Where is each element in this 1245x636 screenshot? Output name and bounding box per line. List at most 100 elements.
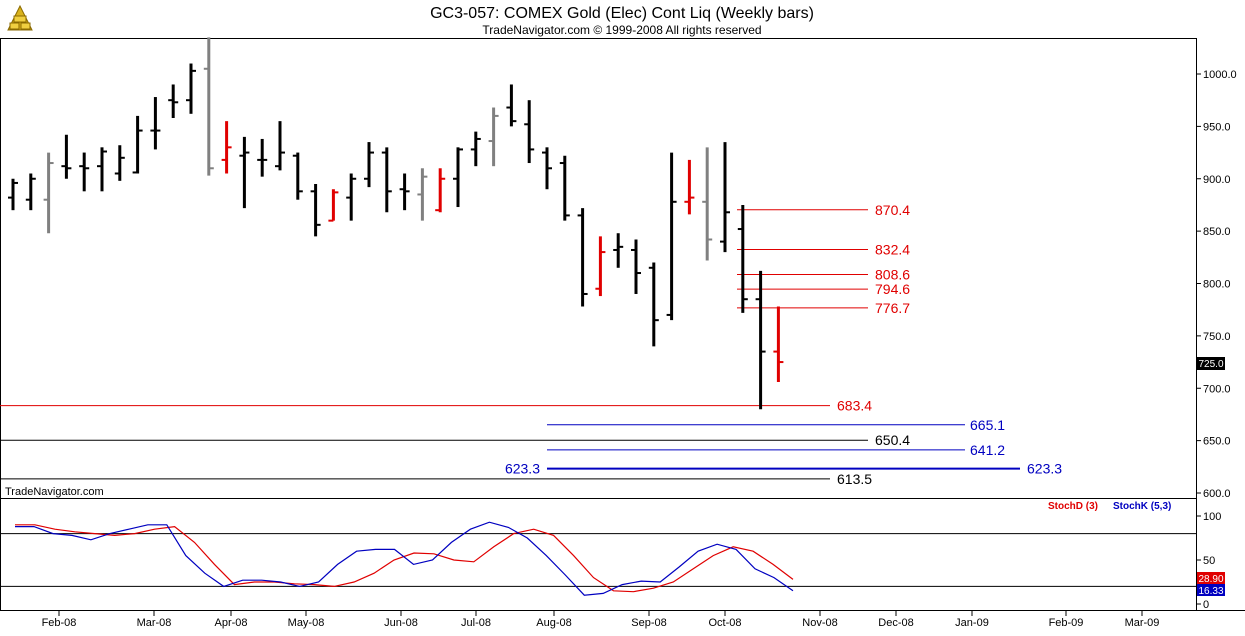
level-label: 650.4 xyxy=(875,432,910,448)
ohlc-bar xyxy=(720,142,730,253)
stoch-tick-label: 100 xyxy=(1203,511,1221,523)
ohlc-bar xyxy=(25,173,36,211)
stoch-lines xyxy=(15,521,794,596)
ohlc-bar xyxy=(417,168,428,221)
stochd-line xyxy=(15,524,794,593)
ohlc-bar xyxy=(275,121,285,171)
ohlc-bar xyxy=(346,173,357,221)
date-tick-label: Dec-08 xyxy=(878,617,913,629)
price-tick-label: 650.0 xyxy=(1203,436,1231,448)
ohlc-bar xyxy=(292,152,303,200)
ohlc-bar xyxy=(506,84,517,127)
ohlc-bar xyxy=(203,37,214,176)
stoch-tick-label: 0 xyxy=(1203,599,1209,611)
date-tick-label: Oct-08 xyxy=(708,617,741,629)
price-panel-frame xyxy=(0,38,1197,499)
level-label: 623.3 xyxy=(505,461,540,477)
level-label: 832.4 xyxy=(875,242,910,258)
ohlc-bar xyxy=(399,173,410,211)
price-tick-label: 600.0 xyxy=(1203,488,1231,500)
level-label: 683.4 xyxy=(837,398,872,414)
chart-subtitle: TradeNavigator.com © 1999-2008 All right… xyxy=(482,23,761,37)
legend-stochd: StochD (3) xyxy=(1048,501,1098,512)
ohlc-bar xyxy=(488,107,499,167)
ohlc-bar xyxy=(577,208,588,307)
ohlc-bar xyxy=(684,159,695,215)
price-tick-label: 800.0 xyxy=(1203,279,1231,291)
ohlc-bar xyxy=(631,239,641,294)
ohlc-bar xyxy=(773,306,784,382)
ohlc-bar xyxy=(8,178,18,211)
ohlc-bar xyxy=(381,147,392,213)
level-label: 613.5 xyxy=(837,471,872,487)
ohlc-bar xyxy=(61,134,72,179)
stochk-value: 16.33 xyxy=(1198,586,1223,597)
price-axis-ticks: 1000.0 950.0 900.0 850.0 800.0 750.0 700.0 650.… xyxy=(1196,69,1237,500)
price-tick-label: 950.0 xyxy=(1203,121,1231,133)
level-label: 641.2 xyxy=(970,442,1005,458)
last-price-label: 725.0 xyxy=(1198,359,1223,370)
ohlc-bar xyxy=(310,183,321,237)
date-tick-label: Jan-09 xyxy=(955,617,989,629)
level-label: 665.1 xyxy=(970,417,1005,433)
date-tick-label: Mar-08 xyxy=(137,617,172,629)
price-tick-label: 750.0 xyxy=(1203,331,1231,343)
watermark-label: TradeNavigator.com xyxy=(5,486,104,498)
chart-title: GC3-057: COMEX Gold (Elec) Cont Liq (Wee… xyxy=(430,5,814,22)
last-price-tag xyxy=(1197,357,1225,370)
level-label-right: 623.3 xyxy=(1027,461,1062,477)
ohlc-bar xyxy=(97,147,107,192)
level-label: 870.4 xyxy=(875,202,910,218)
ohlc-bar xyxy=(435,168,446,213)
ohlc-bar xyxy=(524,100,535,164)
ohlc-bar xyxy=(737,204,748,313)
ohlc-bar xyxy=(559,155,570,221)
date-tick-label: Jun-08 xyxy=(384,617,418,629)
price-tick-label: 1000.0 xyxy=(1203,69,1237,81)
price-bars xyxy=(8,37,784,410)
price-tick-label: 900.0 xyxy=(1203,174,1231,186)
ohlc-bar xyxy=(755,270,766,410)
ohlc-bar xyxy=(239,136,250,209)
stochk-value-tag xyxy=(1197,584,1225,596)
ohlc-bar xyxy=(150,97,161,150)
ohlc-bar xyxy=(666,152,677,321)
level-label: 794.6 xyxy=(875,281,910,297)
level-label: 808.6 xyxy=(875,266,910,282)
date-tick-label: Nov-08 xyxy=(802,617,837,629)
stoch-tick-label: 50 xyxy=(1203,555,1215,567)
ohlc-bar xyxy=(79,152,90,192)
date-tick-label: Aug-08 xyxy=(536,617,571,629)
ohlc-bar xyxy=(221,121,232,174)
ohlc-bar xyxy=(364,142,374,188)
ohlc-bar xyxy=(595,236,606,297)
date-tick-label: Feb-08 xyxy=(42,617,77,629)
ohlc-bar xyxy=(168,84,179,118)
date-tick-label: Mar-09 xyxy=(1125,617,1160,629)
date-tick-label: May-08 xyxy=(288,617,325,629)
date-tick-label: Jul-08 xyxy=(461,617,491,629)
stochd-value: 28.90 xyxy=(1198,574,1223,585)
level-label: 776.7 xyxy=(875,300,910,316)
stoch-axis-ticks: 100 50 0 xyxy=(0,511,1221,611)
ohlc-bar xyxy=(702,147,713,261)
ohlc-bar xyxy=(114,145,125,181)
price-tick-label: 700.0 xyxy=(1203,383,1231,395)
ohlc-bar xyxy=(542,147,552,190)
ohlc-bar xyxy=(328,189,339,222)
stochd-value-tag xyxy=(1197,572,1225,584)
date-axis: Feb-08 Mar-08 Apr-08 May-08 Jun-08 Jul-08 Aug-… xyxy=(42,611,1160,629)
ohlc-bar xyxy=(257,138,268,177)
ohlc-bar xyxy=(470,131,481,167)
date-tick-label: Sep-08 xyxy=(631,617,666,629)
gold-bars-icon xyxy=(7,4,33,31)
ohlc-bar xyxy=(453,147,463,208)
ohlc-bar xyxy=(648,262,659,347)
ohlc-bar xyxy=(132,115,143,174)
date-tick-label: Feb-09 xyxy=(1049,617,1084,629)
ohlc-bar xyxy=(186,63,196,114)
ohlc-bar xyxy=(613,233,624,268)
stochk-line xyxy=(15,521,794,596)
